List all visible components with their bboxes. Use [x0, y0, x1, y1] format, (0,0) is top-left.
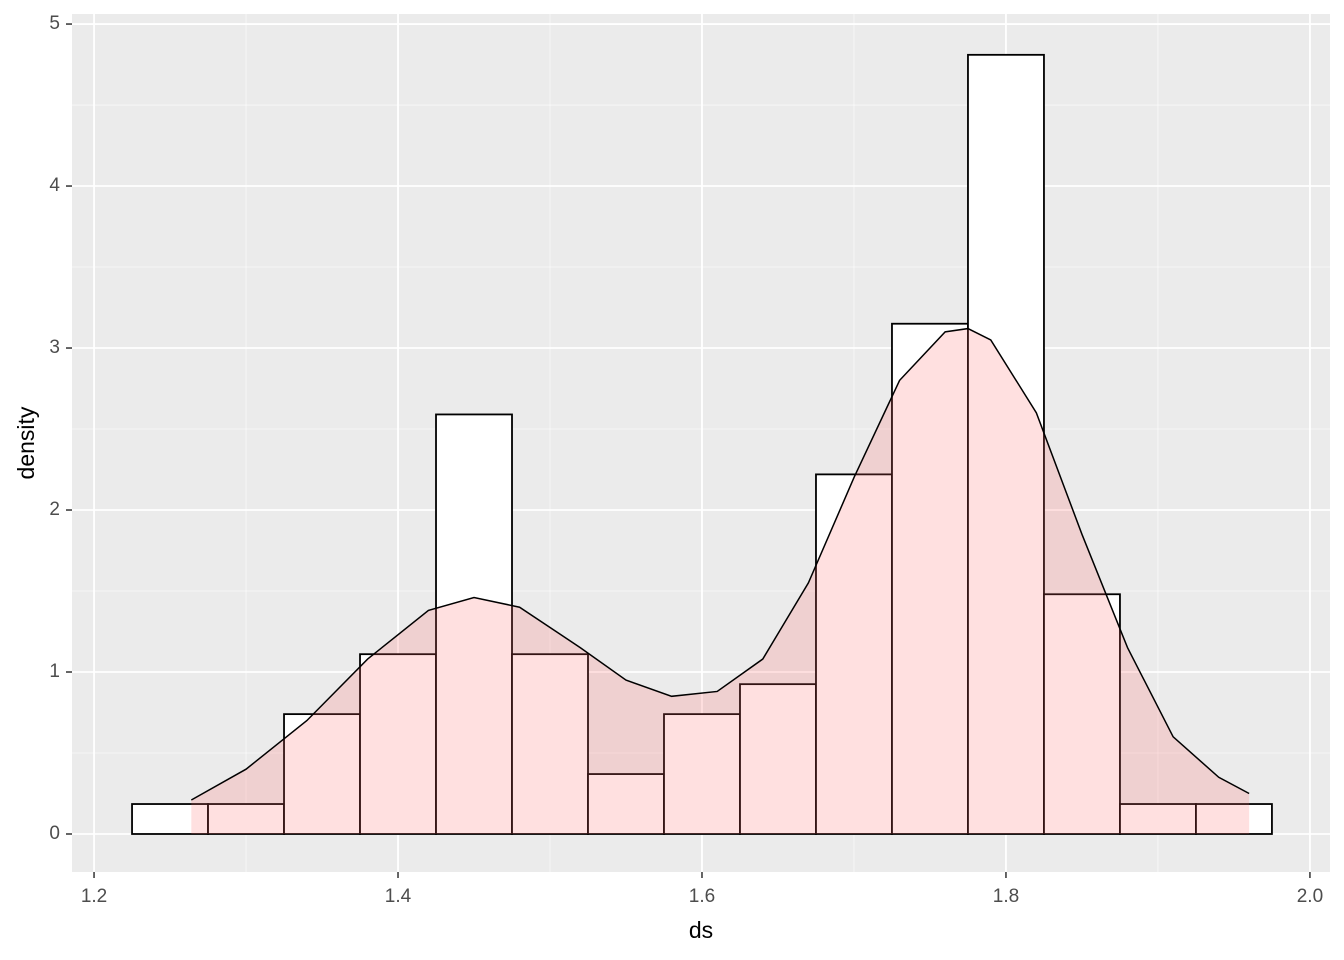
y-tick-label: 5 — [49, 13, 60, 34]
bar — [1043, 593, 1121, 835]
x-tick-label: 1.6 — [689, 886, 715, 907]
bar — [1195, 803, 1273, 835]
bar — [283, 713, 361, 835]
y-axis-title: density — [13, 406, 39, 479]
x-axis-title: ds — [689, 917, 713, 943]
bar — [435, 413, 513, 835]
x-tick-label: 1.4 — [385, 886, 412, 907]
x-tick-label: 1.2 — [81, 886, 107, 907]
y-tick-label: 4 — [49, 175, 60, 196]
bar — [511, 653, 589, 835]
bar — [663, 713, 741, 835]
bar — [967, 53, 1045, 835]
bar — [207, 803, 285, 835]
bar — [1119, 803, 1197, 835]
x-tick-label: 2.0 — [1297, 886, 1323, 907]
y-tick-label: 3 — [49, 337, 60, 358]
bar — [891, 322, 969, 835]
bar — [359, 653, 437, 835]
bar — [131, 803, 209, 835]
y-tick-label: 1 — [49, 661, 60, 682]
x-tick-label: 1.8 — [993, 886, 1019, 907]
bar — [739, 683, 817, 835]
y-tick-label: 2 — [49, 499, 60, 520]
density-line — [190, 327, 1250, 801]
density-area — [191, 328, 1250, 834]
y-tick-label: 0 — [49, 823, 60, 844]
bar — [587, 773, 665, 835]
